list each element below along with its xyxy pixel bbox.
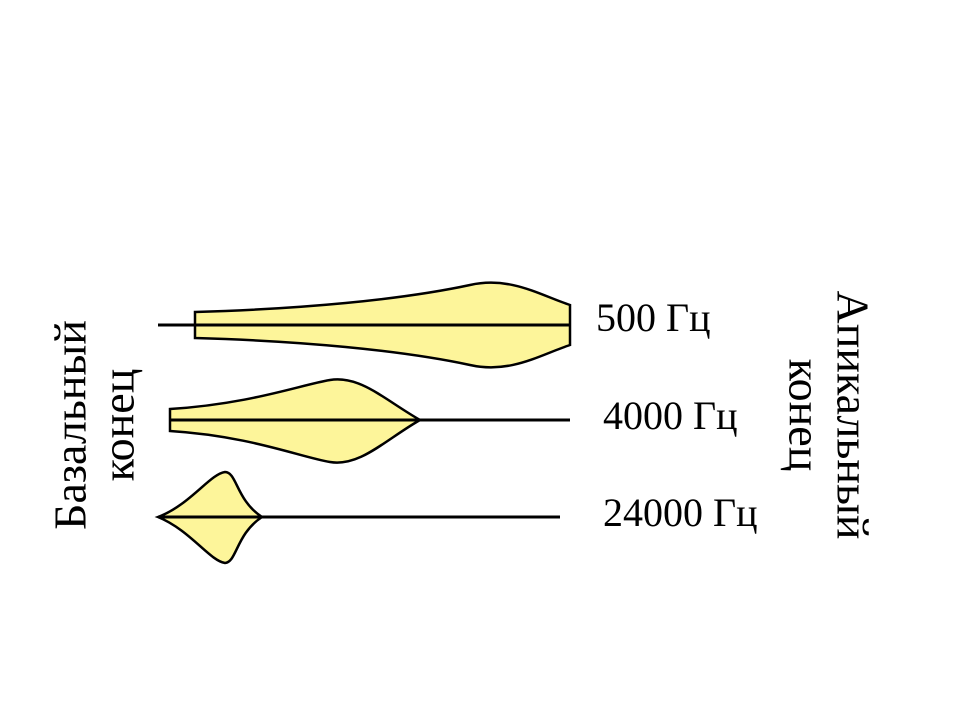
apical-label: конец (779, 359, 830, 472)
basal-label: Базальный (45, 320, 96, 530)
frequency-label: 24000 Гц (603, 490, 758, 535)
apical-label: Апикальный (827, 290, 878, 539)
frequency-label: 4000 Гц (603, 393, 738, 438)
frequency-label: 500 Гц (596, 295, 711, 340)
basal-label: конец (93, 369, 144, 482)
